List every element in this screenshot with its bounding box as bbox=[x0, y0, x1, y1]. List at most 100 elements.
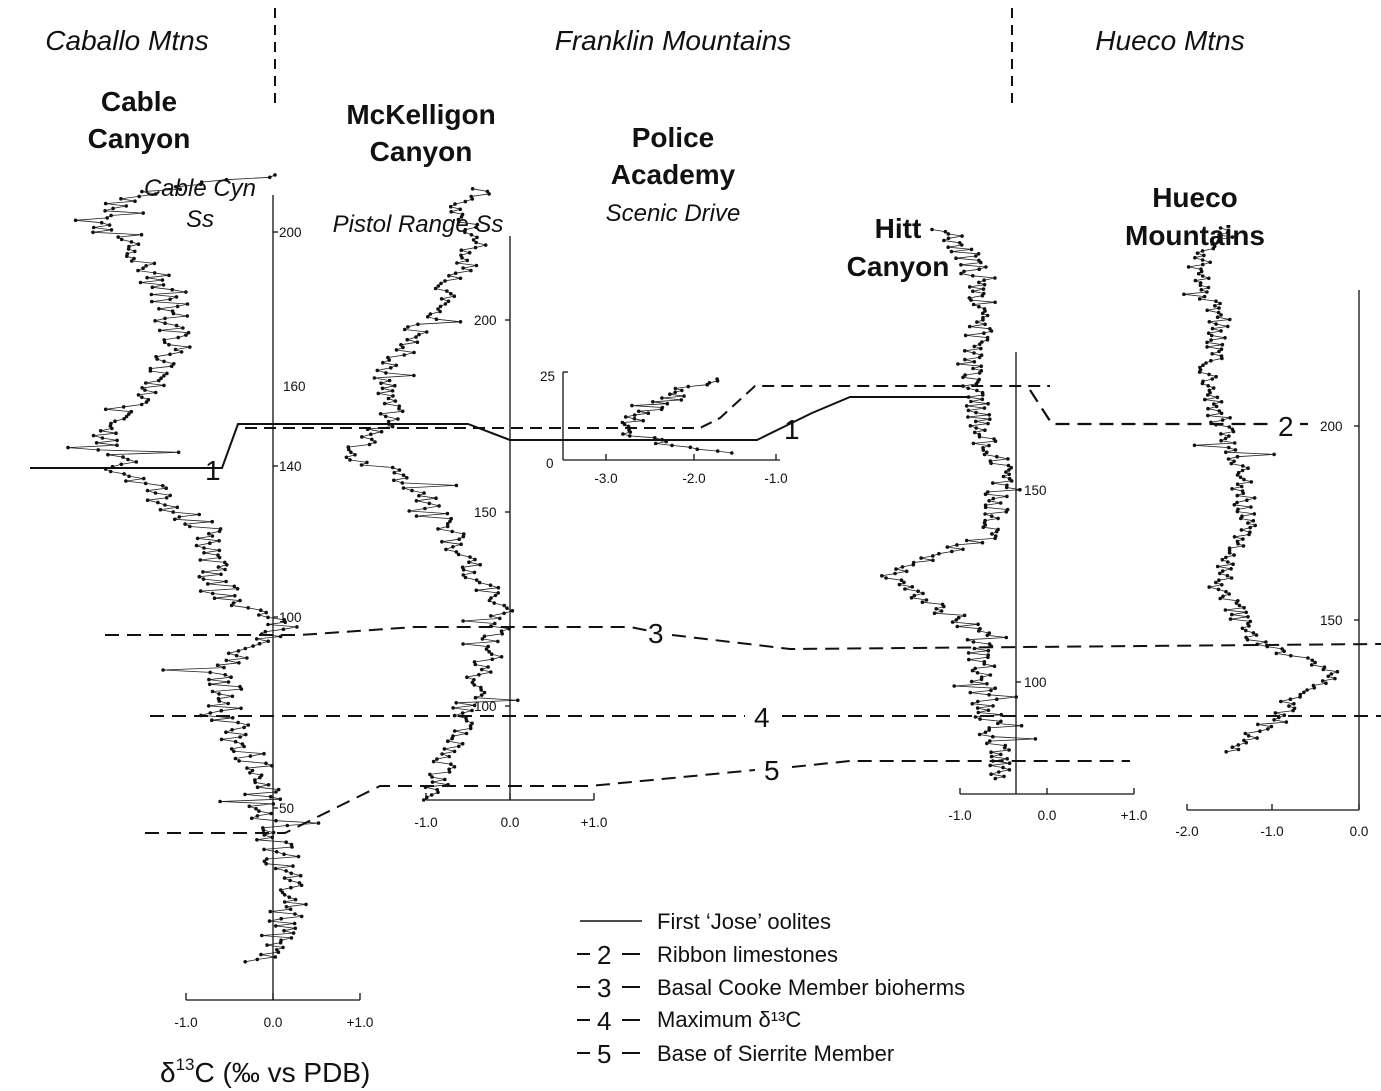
correlation-label-1-cable: 1 bbox=[205, 455, 221, 486]
hitt-canyon-point bbox=[973, 419, 978, 424]
hueco-mountains-point bbox=[1252, 512, 1257, 516]
hueco-mountains-point bbox=[1329, 672, 1334, 676]
mck-xtick-3: +1.0 bbox=[581, 815, 608, 830]
hueco-mountains-point bbox=[1311, 683, 1316, 688]
cable-canyon-point bbox=[247, 804, 252, 809]
cable-canyon-point bbox=[218, 799, 222, 804]
cable-canyon-point bbox=[94, 441, 99, 445]
cable-canyon-point bbox=[271, 802, 276, 806]
cable-canyon-point bbox=[91, 433, 96, 438]
hitt-canyon-point bbox=[899, 578, 904, 582]
hueco-mountains-point bbox=[1242, 738, 1246, 743]
cable-canyon-point bbox=[157, 378, 161, 383]
hueco-axes bbox=[1186, 290, 1360, 811]
hueco-mountains-point bbox=[1212, 244, 1217, 249]
mckelligon-canyon-point bbox=[480, 637, 485, 641]
cable-axes bbox=[185, 195, 361, 1001]
hitt-canyon-point bbox=[987, 726, 991, 730]
cable-canyon-point bbox=[153, 390, 158, 395]
hueco-mountains-point bbox=[1272, 718, 1276, 722]
hitt-canyon-point bbox=[956, 615, 961, 620]
hitt-canyon-curve bbox=[880, 229, 1036, 779]
police-academy-point bbox=[673, 386, 678, 391]
hueco-mountains-point bbox=[1205, 393, 1210, 397]
mckelligon-canyon-point bbox=[375, 368, 380, 373]
hitt-canyon-point bbox=[960, 234, 964, 238]
cable-canyon-point bbox=[237, 661, 241, 665]
region-label-hueco: Hueco Mtns bbox=[1095, 25, 1244, 56]
cable-canyon-point bbox=[284, 840, 289, 844]
hueco-mountains-point bbox=[1209, 333, 1214, 338]
mckelligon-canyon-point bbox=[485, 189, 490, 194]
police-academy-point bbox=[623, 415, 628, 419]
hitt-canyon-point bbox=[987, 693, 991, 697]
hueco-mountains-point bbox=[1232, 441, 1237, 445]
hueco-mountains-point bbox=[1287, 704, 1291, 708]
mckelligon-canyon-point bbox=[467, 560, 471, 564]
cable-canyon-point bbox=[194, 543, 199, 548]
mckelligon-canyon-point bbox=[430, 780, 435, 784]
cable-canyon-point bbox=[127, 474, 131, 479]
police-axes bbox=[562, 371, 780, 461]
cable-canyon-point bbox=[210, 519, 214, 524]
hueco-mountains-point bbox=[1205, 345, 1209, 349]
cable-canyon-point bbox=[169, 364, 174, 369]
police-academy-point bbox=[688, 445, 693, 450]
hitt-canyon-point bbox=[985, 450, 989, 455]
mckelligon-canyon-point bbox=[445, 524, 450, 529]
mckelligon-canyon-point bbox=[422, 491, 426, 495]
cable-canyon-point bbox=[233, 594, 237, 598]
hueco-mountains-point bbox=[1244, 628, 1248, 633]
hueco-mountains-point bbox=[1241, 544, 1246, 548]
hitt-canyon-point bbox=[980, 390, 985, 395]
mckelligon-canyon-point bbox=[365, 460, 369, 465]
mckelligon-canyon-point bbox=[516, 698, 520, 703]
cable-canyon-point bbox=[153, 192, 158, 196]
cable-xtick-3: +1.0 bbox=[347, 1015, 374, 1030]
mckelligon-canyon-point bbox=[381, 360, 385, 365]
cable-canyon-point bbox=[96, 448, 100, 452]
cable-canyon-point bbox=[167, 342, 171, 347]
hitt-canyon-point bbox=[931, 554, 935, 558]
hitt-canyon-point bbox=[991, 496, 996, 501]
cable-canyon-point bbox=[255, 814, 260, 818]
police-academy-point bbox=[668, 392, 672, 397]
hitt-canyon-point bbox=[972, 344, 977, 349]
mckelligon-canyon-point bbox=[445, 511, 450, 516]
cable-canyon-point bbox=[270, 763, 274, 768]
cable-canyon-point bbox=[240, 742, 245, 746]
cable-canyon-point bbox=[291, 931, 296, 935]
cable-canyon-point bbox=[168, 352, 172, 357]
hueco-mountains-point bbox=[1218, 596, 1222, 601]
hitt-canyon-point bbox=[972, 360, 977, 364]
cable-canyon-point bbox=[282, 928, 286, 933]
hitt-canyon-point bbox=[1001, 474, 1006, 479]
hitt-canyon-point bbox=[971, 289, 975, 294]
mckelligon-canyon-point bbox=[394, 363, 399, 368]
hueco-mountains-point bbox=[1235, 454, 1240, 459]
legend-num-2: 2 bbox=[597, 940, 611, 970]
cable-canyon-point bbox=[172, 517, 177, 522]
hueco-mountains-point bbox=[1214, 404, 1219, 409]
cable-canyon-point bbox=[153, 319, 157, 323]
cable-xtick-2: 0.0 bbox=[264, 1015, 283, 1030]
hitt-canyon-point bbox=[967, 285, 972, 289]
cable-canyon-point bbox=[249, 816, 254, 821]
mckelligon-canyon-point bbox=[378, 412, 383, 416]
mck-axes bbox=[425, 236, 595, 801]
cable-canyon-point bbox=[157, 307, 161, 311]
cable-canyon-point bbox=[267, 919, 272, 923]
mckelligon-canyon-point bbox=[499, 629, 504, 633]
cable-canyon-point bbox=[265, 943, 269, 947]
hitt-canyon-point bbox=[911, 560, 916, 565]
cable-canyon-point bbox=[223, 673, 227, 677]
hueco-mountains-point bbox=[1223, 336, 1227, 340]
hitt-canyon-point bbox=[946, 232, 951, 236]
hueco-mountains-point bbox=[1197, 297, 1202, 301]
cable-canyon-point bbox=[215, 663, 220, 667]
cable-canyon-point bbox=[271, 830, 276, 835]
hueco-mountains-point bbox=[1240, 514, 1244, 518]
hueco-mountains-point bbox=[1205, 340, 1209, 345]
cable-canyon-point bbox=[278, 797, 283, 801]
mckelligon-canyon-point bbox=[412, 373, 416, 378]
